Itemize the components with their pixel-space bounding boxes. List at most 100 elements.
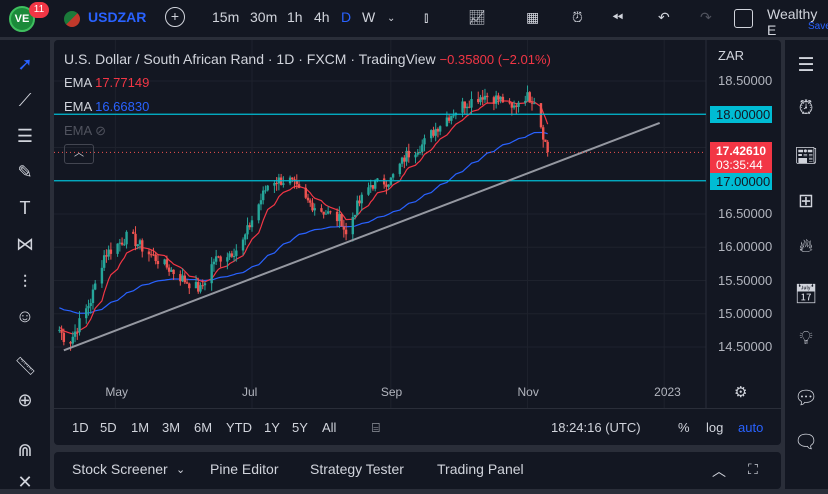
interval-1h[interactable]: 1h bbox=[287, 9, 303, 25]
percent-toggle[interactable]: % bbox=[678, 420, 690, 435]
alert-icon[interactable]: ⏰︎ bbox=[572, 9, 583, 25]
candle-body bbox=[226, 257, 229, 262]
chevron-down-icon[interactable]: ⌄ bbox=[387, 13, 396, 24]
candle-body bbox=[530, 102, 534, 104]
indicators-icon[interactable]: 📈︎ bbox=[468, 9, 486, 25]
clock-timezone[interactable]: 18:24:16 (UTC) bbox=[551, 420, 641, 435]
calendar-icon[interactable]: 📅︎ bbox=[793, 284, 819, 305]
close-icon[interactable]: ✕ bbox=[17, 472, 33, 492]
alarm-icon[interactable]: ⏰︎ bbox=[798, 98, 814, 119]
time-tick: Jul bbox=[242, 385, 258, 399]
brush-icon[interactable]: ✎ bbox=[17, 162, 33, 182]
layout-icon[interactable]: ▦ bbox=[526, 9, 540, 25]
collapse-panel-icon[interactable]: ︿ bbox=[712, 463, 726, 479]
candle-body bbox=[447, 117, 451, 121]
range-all[interactable]: All bbox=[322, 420, 337, 435]
cursor-icon[interactable]: ➚ bbox=[17, 54, 33, 74]
candle-body bbox=[494, 95, 498, 104]
range-5y[interactable]: 5Y bbox=[292, 420, 308, 435]
emoji-icon[interactable]: ☺ bbox=[15, 306, 35, 326]
candle-body bbox=[94, 283, 97, 290]
collapse-legend-button[interactable]: ︿ bbox=[64, 144, 94, 164]
ema-fast-legend[interactable]: EMA 17.77149 bbox=[64, 75, 149, 90]
candle-body bbox=[309, 200, 312, 203]
add-list-icon[interactable]: ⊞ bbox=[798, 191, 814, 212]
price-tick: 16.50000 bbox=[718, 206, 773, 221]
candle-body bbox=[486, 95, 489, 98]
candles-icon[interactable]: ⫾ bbox=[424, 9, 429, 25]
candle-body bbox=[170, 269, 173, 272]
tab-strategy-tester[interactable]: Strategy Tester bbox=[310, 461, 404, 477]
tab-pine-editor[interactable]: Pine Editor bbox=[210, 461, 279, 477]
replay-icon[interactable]: ⏪︎ bbox=[612, 9, 624, 25]
interval-d[interactable]: D bbox=[341, 9, 352, 25]
account-name[interactable]: Wealthy E bbox=[767, 6, 818, 38]
interval-30m[interactable]: 30m bbox=[250, 9, 278, 25]
candle-body bbox=[367, 187, 370, 195]
save-button[interactable]: Save bbox=[808, 21, 828, 32]
candle-body bbox=[445, 117, 449, 127]
range-3m[interactable]: 3M bbox=[162, 420, 181, 435]
tab-stock-screener[interactable]: Stock Screener bbox=[72, 461, 168, 477]
eye-off-icon[interactable]: ⊘ bbox=[95, 123, 106, 138]
news-icon[interactable]: 📰︎ bbox=[793, 146, 819, 167]
watchlist-icon[interactable]: ☰ bbox=[797, 55, 815, 76]
candle-body bbox=[62, 332, 66, 342]
settings-icon[interactable]: ⚙ bbox=[734, 384, 748, 401]
candle-body bbox=[369, 185, 372, 188]
fullscreen-icon[interactable] bbox=[734, 9, 753, 28]
ema-hidden-legend[interactable]: EMA ⊘ bbox=[64, 123, 106, 139]
range-1y[interactable]: 1Y bbox=[264, 420, 280, 435]
log-toggle[interactable]: log bbox=[706, 420, 724, 435]
price-chart[interactable] bbox=[54, 40, 781, 445]
maximize-panel-icon[interactable]: ⛶ bbox=[748, 461, 758, 477]
candle-body bbox=[87, 305, 90, 309]
candle-body bbox=[58, 329, 61, 331]
candle-body bbox=[313, 208, 316, 211]
candle-body bbox=[116, 243, 119, 254]
range-5d[interactable]: 5D bbox=[100, 420, 117, 435]
symbol-search[interactable]: USDZAR bbox=[88, 9, 147, 25]
candle-body bbox=[463, 101, 466, 109]
ideas-icon[interactable]: 💡︎ bbox=[799, 328, 813, 349]
range-6m[interactable]: 6M bbox=[194, 420, 213, 435]
range-ytd[interactable]: YTD bbox=[226, 420, 252, 435]
messages-icon[interactable]: 🗨︎ bbox=[793, 432, 819, 453]
currency-selector[interactable]: ZAR bbox=[718, 48, 744, 63]
horizontal-lines-icon[interactable]: ☰ bbox=[16, 126, 34, 146]
ema-slow-legend[interactable]: EMA 16.66830 bbox=[64, 99, 149, 114]
zoom-icon[interactable]: ⊕ bbox=[17, 390, 33, 410]
pattern-icon[interactable]: ⋈ bbox=[16, 234, 34, 254]
text-icon[interactable]: T bbox=[19, 198, 31, 218]
auto-toggle[interactable]: auto bbox=[738, 420, 764, 435]
candle-body bbox=[107, 249, 110, 257]
candle-body bbox=[403, 157, 406, 162]
redo-icon[interactable]: ↷ bbox=[700, 9, 712, 25]
chart-panel[interactable]: U.S. Dollar / South African Rand · 1D · … bbox=[54, 40, 781, 445]
chevron-down-icon[interactable]: ⌄ bbox=[176, 464, 186, 476]
range-1m[interactable]: 1M bbox=[131, 420, 150, 435]
fib-icon[interactable]: ⫶ bbox=[22, 272, 28, 292]
candle-body bbox=[203, 283, 207, 286]
candle-body bbox=[492, 97, 496, 104]
tab-trading-panel[interactable]: Trading Panel bbox=[437, 461, 524, 477]
ruler-icon[interactable]: 📏︎ bbox=[14, 356, 37, 376]
interval-w[interactable]: W bbox=[362, 9, 376, 25]
date-range-icon[interactable]: ⌸ bbox=[372, 420, 380, 435]
candle-body bbox=[311, 202, 314, 211]
hot-icon[interactable]: 🔥︎ bbox=[799, 236, 813, 257]
interval-4h[interactable]: 4h bbox=[314, 9, 330, 25]
add-symbol-icon[interactable]: + bbox=[165, 7, 185, 27]
candle-body bbox=[387, 184, 390, 187]
candle-body bbox=[246, 225, 249, 235]
candle-body bbox=[340, 214, 343, 227]
range-1d[interactable]: 1D bbox=[72, 420, 89, 435]
interval-15m[interactable]: 15m bbox=[212, 9, 240, 25]
chat-icon[interactable]: 💬︎ bbox=[793, 388, 819, 409]
magnet-icon[interactable]: ⋒ bbox=[17, 440, 33, 460]
candle-body bbox=[324, 213, 328, 215]
candle-body bbox=[188, 283, 191, 289]
candle-body bbox=[497, 95, 500, 100]
undo-icon[interactable]: ↶ bbox=[658, 9, 670, 25]
trendline-icon[interactable]: ⟋ bbox=[18, 90, 32, 110]
